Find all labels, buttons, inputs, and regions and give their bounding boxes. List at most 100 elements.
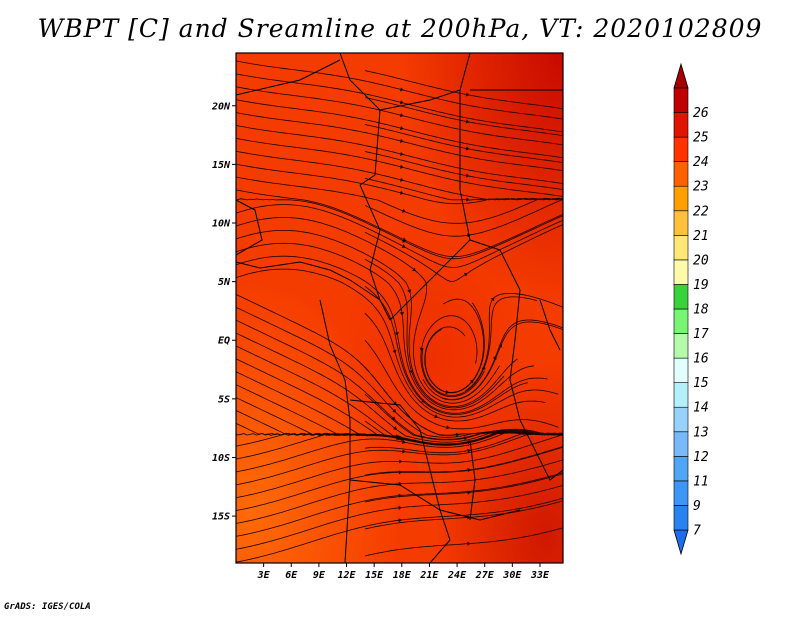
streamline-arrow (465, 197, 470, 202)
streamline-arrow (399, 100, 404, 105)
streamline (236, 434, 563, 499)
footer-credit: GrADS: IGES/COLA (4, 602, 91, 612)
x-tick-label: 3E (257, 570, 271, 581)
colorbar-label: 25 (693, 131, 709, 146)
colorbar-swatch (673, 505, 689, 531)
x-axis: 3E 6E 9E 12E 15E 18E 21E 24E 27E 30E 33E (257, 563, 550, 581)
colorbar-label: 12 (693, 450, 709, 465)
y-tick-label: 5S (218, 394, 230, 405)
colorbar-swatch (673, 456, 689, 482)
colorbar-swatch (673, 357, 689, 383)
streamline-arrow (401, 208, 406, 213)
streamline-arrow (398, 518, 403, 523)
field-center (236, 53, 563, 563)
streamline (236, 125, 563, 184)
x-tick-label: 15E (365, 570, 384, 581)
streamline (236, 86, 563, 146)
border-line (236, 261, 381, 301)
colorbar-label: 21 (693, 229, 709, 244)
border-line (319, 299, 351, 563)
x-tick-label: 18E (393, 570, 412, 581)
streamline-arrow (393, 426, 398, 430)
x-tick-label: 30E (502, 570, 522, 581)
colorbar-label: 15 (693, 376, 709, 391)
streamline-arrow (399, 126, 404, 131)
x-tick-label: 33E (530, 570, 550, 581)
colorbar-label: 13 (693, 425, 709, 440)
streamline-arrow (399, 151, 404, 156)
streamline-arrow (399, 177, 404, 182)
streamline (236, 484, 563, 550)
colorbar-label: 23 (693, 180, 709, 195)
colorbar-label: 22 (693, 204, 709, 219)
colorbar-swatch (673, 406, 689, 433)
streamline-arrow (399, 190, 404, 195)
streamline-arrow (399, 164, 404, 169)
streamline-arrow (465, 119, 470, 124)
colorbar-arrow-low (673, 529, 689, 556)
x-tick-label: 21E (419, 570, 439, 581)
streamlines (236, 60, 563, 563)
border-line (459, 90, 471, 241)
y-tick-label: 15N (212, 160, 231, 171)
colorbar-label: 16 (693, 352, 709, 367)
streamline-arrow (420, 398, 425, 403)
colorbar-swatch (673, 382, 689, 408)
streamline (364, 446, 563, 476)
colorbar-swatch (673, 87, 689, 113)
colorbar-swatch (673, 431, 689, 457)
streamline-arrow (392, 349, 397, 354)
colorbar-swatch (673, 136, 689, 162)
streamline (236, 332, 563, 443)
colorbar-label: 18 (693, 303, 709, 318)
colorbar-swatch (673, 210, 689, 236)
colorbar-label: 26 (693, 106, 709, 121)
streamline-arrow (467, 468, 472, 473)
streamline (236, 60, 563, 120)
streamline-arrow (399, 459, 403, 464)
colorbar-label: 11 (693, 474, 709, 489)
colorbar-swatch (673, 259, 689, 285)
y-axis: 20N 15N 10N 5N EQ 5S 10S 15S (211, 101, 236, 523)
colorbar-label: 17 (693, 327, 709, 342)
border-line (389, 239, 521, 321)
streamline-arrow (465, 92, 470, 97)
colorbar-label: 7 (693, 524, 701, 539)
y-tick-label: 20N (211, 101, 231, 112)
streamline-arrow (463, 436, 468, 441)
border-line (236, 199, 263, 256)
streamline (236, 459, 563, 524)
colorbar-label: 24 (693, 155, 709, 170)
streamline-arrow (399, 311, 404, 316)
streamline-arrow (402, 439, 406, 444)
streamline-arrow (392, 408, 397, 413)
streamline-arrow (465, 173, 470, 178)
streamline-arrow (394, 331, 399, 336)
streamline (364, 473, 563, 503)
streamline-arrow (455, 432, 460, 437)
colorbar-label: 20 (693, 253, 709, 268)
streamline (465, 292, 563, 392)
map-frame (235, 52, 564, 564)
streamline-arrow (412, 267, 417, 272)
streamline (236, 163, 563, 205)
temperature-field (236, 53, 563, 563)
streamline-arrow (465, 146, 470, 151)
streamline-arrow (434, 414, 439, 419)
colorbar-swatch (673, 235, 689, 261)
streamline-arrow (467, 448, 472, 453)
border-line (359, 184, 391, 321)
border-line (539, 299, 561, 351)
x-tick-label: 6E (285, 570, 298, 581)
colorbar-label: 14 (693, 401, 709, 416)
colorbar-swatch (673, 161, 689, 187)
y-tick-label: 10N (212, 219, 231, 230)
colorbar: 7 9 11 12 13 14 15 16 17 18 19 20 21 22 23 24 25 26 (673, 62, 709, 556)
streamline-arrow (419, 347, 424, 352)
streamline (422, 319, 563, 400)
colorbar-swatch (673, 308, 689, 334)
streamline (236, 137, 563, 197)
streamline (364, 124, 563, 163)
streamline-arrow (401, 244, 406, 248)
colorbar-swatch (673, 284, 689, 310)
